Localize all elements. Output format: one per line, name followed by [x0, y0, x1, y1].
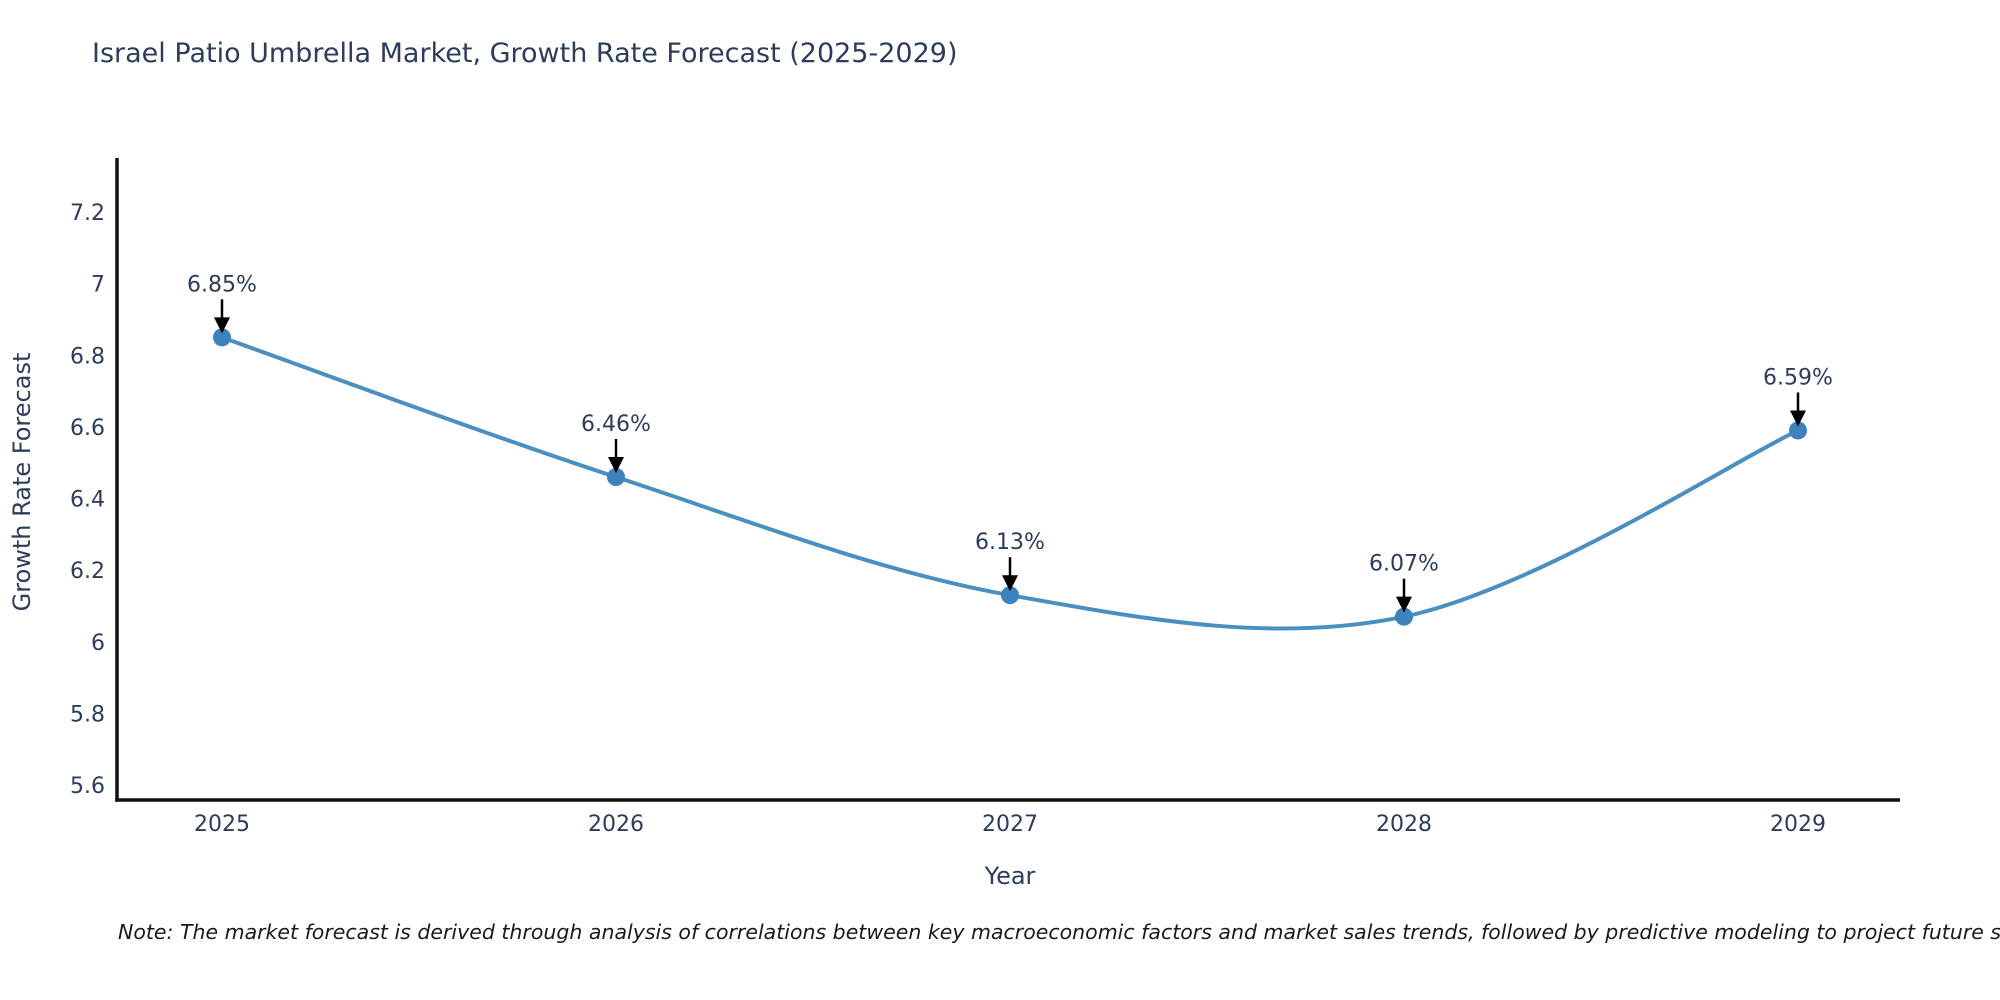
y-tick-label: 7	[91, 273, 105, 298]
y-tick-label: 6.4	[70, 488, 105, 513]
x-tick-label: 2025	[194, 812, 250, 837]
annotation-arrowhead-icon	[214, 317, 230, 334]
y-tick-label: 6	[91, 631, 105, 656]
y-tick-label: 6.8	[70, 344, 105, 369]
footnote: Note: The market forecast is derived thr…	[118, 920, 2000, 944]
annotation-label: 6.85%	[187, 272, 257, 297]
data-point-marker	[213, 328, 231, 347]
annotation-arrowhead-icon	[1002, 575, 1018, 592]
x-tick-label: 2028	[1376, 812, 1432, 837]
annotation-label: 6.59%	[1763, 365, 1833, 390]
x-tick-label: 2029	[1770, 812, 1826, 837]
annotation-arrowhead-icon	[1790, 410, 1806, 427]
x-axis-title: Year	[984, 862, 1036, 890]
data-point-marker	[1789, 421, 1807, 440]
y-tick-label: 6.6	[70, 416, 105, 441]
annotation-arrowhead-icon	[608, 457, 624, 474]
data-point-marker	[1001, 586, 1019, 605]
y-tick-label: 7.2	[70, 201, 105, 226]
data-point-marker	[1395, 607, 1413, 626]
y-tick-label: 5.8	[70, 702, 105, 727]
annotation-label: 6.07%	[1369, 552, 1439, 577]
chart-title: Israel Patio Umbrella Market, Growth Rat…	[92, 38, 958, 69]
y-tick-label: 5.6	[70, 774, 105, 799]
annotation-label: 6.46%	[581, 412, 651, 437]
y-tick-label: 6.2	[70, 559, 105, 584]
x-tick-label: 2026	[588, 812, 644, 837]
x-tick-label: 2027	[982, 812, 1038, 837]
annotation-label: 6.13%	[975, 530, 1045, 555]
annotation-arrowhead-icon	[1396, 596, 1412, 613]
data-point-marker	[607, 468, 625, 487]
